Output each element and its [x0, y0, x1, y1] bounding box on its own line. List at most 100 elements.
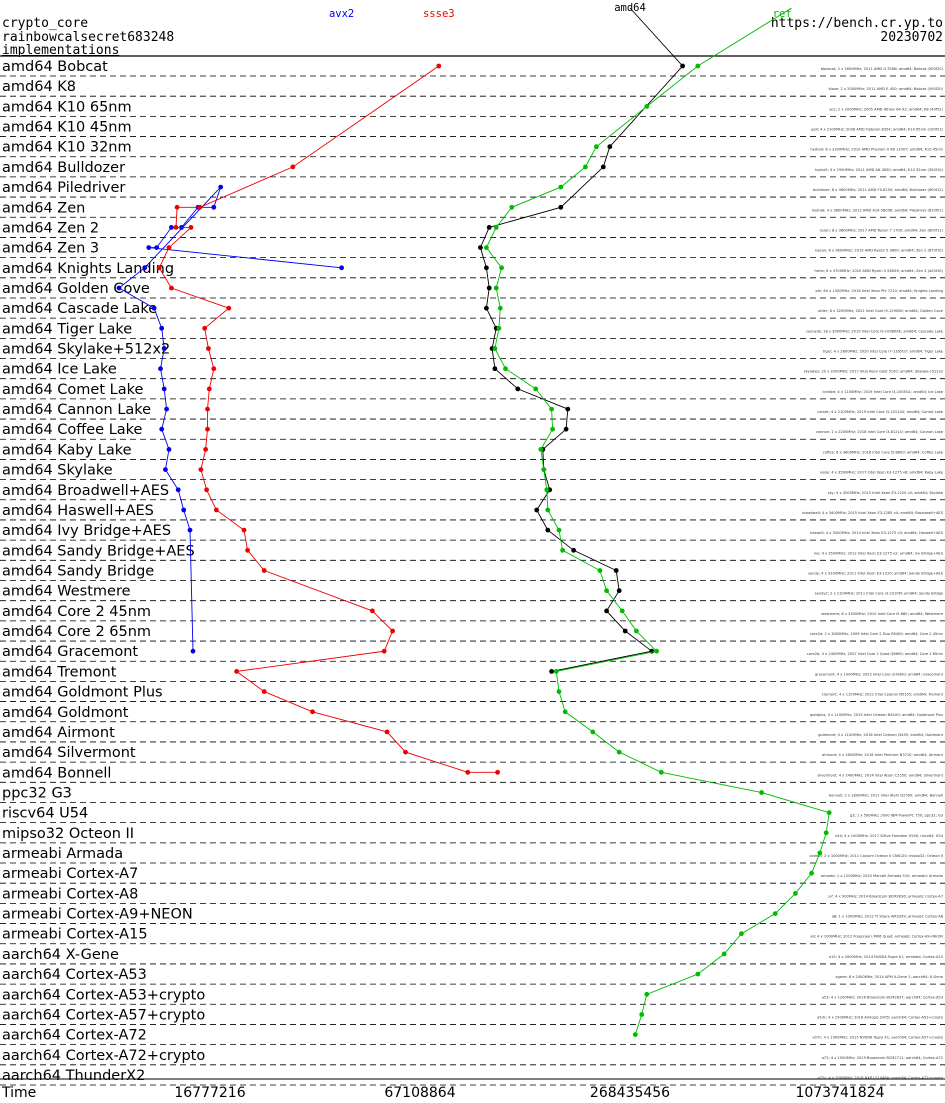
implementation-name: rainbowcalsecret683248 [2, 30, 174, 45]
processor-label: aarch64 Cortex-A57+crypto [2, 1007, 205, 1023]
data-point-ref [793, 891, 798, 896]
data-point-ref [721, 951, 727, 957]
data-point-ref [562, 709, 568, 715]
series-line-amd64 [479, 7, 684, 672]
row-note: phi; 64 x 1300MHz; 2016 Intel Xeon Phi 7… [815, 289, 943, 293]
data-point-amd64 [565, 406, 571, 412]
data-point-ref [496, 325, 502, 331]
row-note: ivy; 4 x 3500MHz; 2012 Intel Xeon E3-127… [814, 551, 944, 555]
data-point-ssse3 [198, 467, 204, 472]
data-point-avx2 [161, 346, 167, 351]
processor-label: amd64 Silvermont [2, 745, 136, 761]
x-tick-label: 1073741824 [795, 1085, 884, 1101]
processor-label: amd64 Ivy Bridge+AES [2, 523, 171, 539]
data-point-ref [594, 144, 599, 150]
data-point-ref [503, 366, 508, 372]
data-point-avx2 [164, 406, 170, 412]
processor-label: amd64 K8 [2, 79, 76, 95]
data-point-ref [644, 991, 650, 997]
processor-label: amd64 Cannon Lake [2, 402, 151, 418]
data-point-avx2 [218, 184, 224, 190]
row-note: bonnell; 2 x 1800MHz; 2011 Intel Atom D2… [829, 793, 943, 797]
run-date: 20230702 [880, 30, 943, 45]
data-point-ssse3 [384, 729, 390, 735]
data-point-ssse3 [206, 386, 212, 392]
data-point-ssse3 [214, 507, 219, 513]
data-point-ref [772, 911, 778, 916]
data-point-ref [619, 608, 625, 614]
row-note: haswell; 4 x 3400MHz; 2014 Intel Xeon E3… [810, 531, 944, 535]
row-note: tremont; 4 x 1100MHz; 2021 Intel Celeron… [822, 693, 943, 697]
series-line-ref [485, 7, 830, 1035]
data-point-avx2 [159, 325, 165, 331]
processor-label: amd64 Skylake [2, 463, 113, 479]
series-line-ssse3 [158, 65, 498, 773]
data-point-ref [654, 648, 659, 654]
processor-label: aarch64 Cortex-A72 [2, 1028, 147, 1044]
x-axis: Time 16777216 67108864 268435456 1073741824 [0, 1078, 945, 1101]
row-note: a9; 4 x 1000MHz; 2012 Freescale i.MX6 Qu… [810, 935, 943, 939]
data-point-avx2 [187, 527, 193, 533]
implementations-link[interactable]: implementations [2, 43, 119, 58]
data-point-ssse3 [173, 225, 179, 230]
row-note: hydra5; 4 x 2900MHz; 2011 AMD A6-3650; a… [815, 168, 944, 172]
data-point-ssse3 [241, 527, 247, 533]
data-point-ref [616, 749, 622, 755]
series-labels: avx2 ssse3 amd64 ref [329, 2, 792, 20]
row-note: sky; 4 x 3500MHz; 2015 Intel Xeon E3-122… [828, 491, 944, 495]
row-note: g3; 1 x 500MHz; 2000 IBM PowerPC 750; pp… [850, 814, 943, 818]
data-point-avx2 [142, 265, 148, 271]
data-point-ssse3 [495, 769, 500, 775]
series-layer [116, 7, 832, 1037]
processor-label: amd64 Gracemont [2, 644, 138, 660]
processor-label: amd64 Knights Landing [2, 261, 174, 277]
x-tick-label: 268435456 [590, 1085, 670, 1101]
data-point-amd64 [484, 305, 489, 311]
processor-label: amd64 Tremont [2, 664, 117, 680]
row-note: cannon; 2 x 2200MHz; 2018 Intel Core i3-… [816, 430, 944, 434]
processor-label: amd64 Zen 3 [2, 241, 99, 257]
data-point-ssse3 [310, 709, 315, 715]
row-note: core2b; 4 x 2400MHz; 2007 Intel Core 2 Q… [807, 652, 944, 656]
data-point-ref [533, 386, 539, 392]
data-point-ssse3 [465, 769, 471, 775]
row-note: gracemont; 4 x 1000MHz; 2022 Intel Core … [815, 672, 944, 676]
data-point-ssse3 [197, 204, 203, 210]
row-note: icelake; 4 x 1100MHz; 2019 Intel Core i3… [823, 390, 944, 394]
data-point-ssse3 [226, 305, 232, 311]
row-note: bbobcat; 2 x 1600MHz; 2011 AMD G-T56N; a… [821, 67, 944, 71]
processor-label: amd64 Bobcat [2, 59, 108, 75]
data-point-ref [492, 346, 498, 351]
data-point-ssse3 [156, 265, 162, 271]
row-note: hydra4; 6 x 3300MHz; 2010 AMD Phenom II … [810, 148, 943, 152]
data-point-amd64 [613, 568, 619, 573]
row-note: core2a; 2 x 3000MHz; 2009 Intel Core 2 D… [810, 632, 944, 636]
data-point-ref [558, 184, 564, 190]
data-point-ssse3 [205, 406, 210, 412]
data-point-ref [695, 971, 701, 977]
row-note: westmere; 6 x 3300MHz; 2010 Intel Core i… [821, 612, 943, 616]
series-label-ref: ref [773, 8, 792, 20]
processor-label: amd64 Goldmont Plus [2, 685, 163, 701]
primitive-label: crypto_core [2, 16, 88, 31]
processor-label: amd64 Zen 2 [2, 220, 99, 236]
data-point-ref [817, 850, 823, 856]
processor-label: ppc32 G3 [2, 785, 72, 801]
row-note: alder; 8 x 3200MHz; 2021 Intel Core i9-1… [818, 309, 944, 313]
data-point-ref [658, 769, 664, 775]
data-point-ref [550, 426, 555, 432]
processor-label: amd64 Sandy Bridge+AES [2, 543, 195, 559]
data-point-ref [560, 547, 565, 553]
processor-label: amd64 Westmere [2, 584, 131, 600]
processor-label: amd64 Piledriver [2, 180, 125, 196]
data-point-ref [538, 447, 544, 452]
series-label-amd64: amd64 [614, 2, 646, 14]
data-point-amd64 [563, 426, 569, 432]
row-note: goil; 4 x 2100MHz; 2008 AMD Opteron 8354… [811, 128, 943, 132]
processor-label: amd64 Airmont [2, 725, 115, 741]
data-point-ssse3 [206, 346, 211, 351]
processor-label: amd64 Sandy Bridge [2, 564, 154, 580]
data-point-ssse3 [261, 689, 267, 694]
data-point-avx2 [175, 487, 181, 493]
processor-label: amd64 Golden Cove [2, 281, 150, 297]
